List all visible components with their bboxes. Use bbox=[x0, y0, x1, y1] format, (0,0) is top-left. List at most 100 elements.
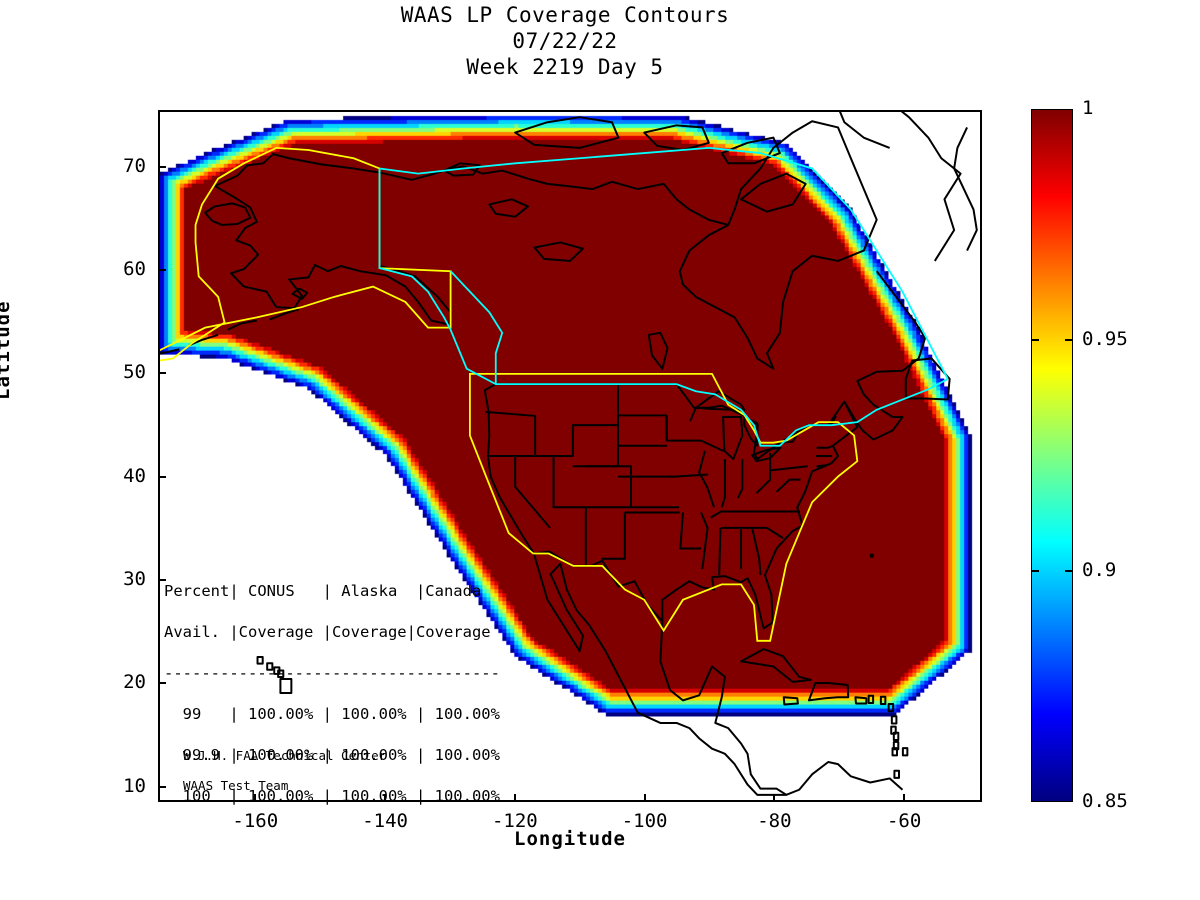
credits-line-2: WAAS Test Team bbox=[183, 778, 289, 793]
x-tick-mark bbox=[643, 794, 646, 802]
y-tick-label: 30 bbox=[123, 567, 146, 590]
map-path bbox=[269, 308, 300, 321]
map-path bbox=[643, 124, 710, 151]
stats-row-100: 100 | 100.00% | 100.00% | 100.00% bbox=[164, 786, 500, 805]
colorbar-tick-mark bbox=[1031, 339, 1039, 341]
map-path bbox=[585, 465, 632, 509]
map-path bbox=[204, 202, 252, 226]
title-line-3: Week 2219 Day 5 bbox=[466, 55, 664, 79]
map-path bbox=[291, 287, 309, 300]
x-tick-label: -120 bbox=[491, 810, 538, 832]
x-tick-mark bbox=[903, 794, 906, 802]
colorbar-tick-mark bbox=[1065, 339, 1073, 341]
map-path bbox=[953, 126, 978, 252]
map-path bbox=[890, 715, 898, 725]
map-path bbox=[891, 747, 898, 757]
map-path bbox=[718, 527, 722, 576]
map-path bbox=[485, 410, 537, 456]
coverage-stats-table: Percent| CONUS | Alaska |Canada Avail. |… bbox=[164, 560, 500, 827]
y-tick-label: 60 bbox=[123, 258, 146, 281]
y-tick-mark bbox=[158, 785, 166, 788]
coastline-paths bbox=[160, 112, 978, 796]
y-tick-mark bbox=[158, 475, 166, 478]
map-path bbox=[722, 416, 744, 461]
colorbar-tick-label: 0.9 bbox=[1082, 559, 1117, 581]
alaska-service-volume-boundary bbox=[160, 146, 452, 362]
map-path bbox=[213, 153, 452, 326]
y-tick-mark bbox=[158, 372, 166, 375]
x-tick-mark bbox=[773, 794, 776, 802]
y-tick-mark bbox=[158, 682, 166, 685]
map-path bbox=[188, 333, 219, 347]
colorbar-tick-label: 1 bbox=[1082, 97, 1094, 119]
map-path bbox=[869, 553, 874, 558]
map-path bbox=[740, 172, 807, 213]
colorbar-tick-label: 0.85 bbox=[1082, 790, 1128, 812]
map-path bbox=[601, 512, 626, 560]
map-path bbox=[720, 136, 781, 165]
x-tick-mark bbox=[384, 794, 387, 802]
y-tick-label: 10 bbox=[123, 774, 146, 797]
map-path bbox=[775, 478, 801, 493]
stats-row-99: 99 | 100.00% | 100.00% | 100.00% bbox=[164, 704, 500, 723]
y-tick-mark bbox=[158, 165, 166, 168]
map-path bbox=[785, 761, 904, 796]
map-path bbox=[879, 695, 887, 705]
chart-title: WAAS LP Coverage Contours 07/22/22 Week … bbox=[0, 2, 1130, 80]
map-path bbox=[816, 444, 834, 449]
map-path bbox=[740, 648, 812, 683]
map-path bbox=[887, 702, 895, 713]
map-path bbox=[160, 348, 180, 355]
map-path bbox=[514, 456, 551, 529]
x-tick-label: -140 bbox=[362, 810, 408, 832]
map-path bbox=[700, 512, 709, 570]
map-path bbox=[679, 512, 684, 549]
map-path bbox=[843, 270, 927, 441]
map-boundaries-overlay bbox=[160, 112, 978, 796]
map-path bbox=[277, 669, 285, 679]
canada-service-volume-boundary bbox=[378, 146, 949, 447]
map-path bbox=[689, 407, 697, 422]
credits-block: W.J.H. FAA Technical Center WAAS Test Te… bbox=[183, 733, 386, 808]
x-tick-label: -60 bbox=[886, 810, 922, 832]
map-path bbox=[782, 696, 799, 706]
x-tick-mark bbox=[513, 794, 516, 802]
map-path bbox=[227, 319, 258, 331]
map-path bbox=[904, 357, 951, 401]
colorbar-tick-mark bbox=[1065, 570, 1073, 572]
map-path bbox=[892, 731, 900, 741]
stats-header-row-2: Avail. |Coverage |Coverage|Coverage bbox=[164, 622, 491, 641]
x-tick-label: -80 bbox=[757, 810, 792, 832]
map-path bbox=[854, 696, 868, 705]
map-path bbox=[770, 465, 808, 472]
map-path bbox=[666, 473, 709, 478]
map-path bbox=[694, 390, 746, 411]
map-path bbox=[666, 439, 724, 452]
map-path bbox=[378, 168, 949, 447]
colorbar-tick-mark bbox=[1031, 570, 1039, 572]
map-path bbox=[839, 112, 962, 262]
map-path bbox=[379, 120, 878, 370]
map-path bbox=[755, 452, 772, 494]
map-path bbox=[893, 769, 900, 779]
map-path bbox=[743, 416, 759, 447]
title-line-2: 07/22/22 bbox=[512, 29, 618, 53]
map-path bbox=[720, 459, 726, 508]
map-path bbox=[483, 383, 859, 630]
map-path bbox=[443, 162, 481, 177]
map-path bbox=[736, 459, 744, 499]
map-path bbox=[488, 198, 529, 218]
map-path bbox=[256, 656, 264, 665]
map-path bbox=[751, 446, 782, 463]
map-path bbox=[266, 662, 274, 671]
y-tick-label: 40 bbox=[123, 464, 146, 487]
map-path bbox=[379, 146, 949, 380]
colorbar bbox=[1031, 109, 1073, 802]
map-path bbox=[901, 747, 909, 757]
map-path bbox=[867, 694, 875, 704]
x-tick-mark bbox=[254, 794, 257, 802]
stats-row-99-9: 99.9 | 100.00% | 100.00% | 100.00% bbox=[164, 745, 500, 764]
map-path bbox=[514, 116, 620, 149]
colorbar-tick-label: 0.95 bbox=[1082, 328, 1128, 350]
map-path bbox=[816, 464, 827, 469]
